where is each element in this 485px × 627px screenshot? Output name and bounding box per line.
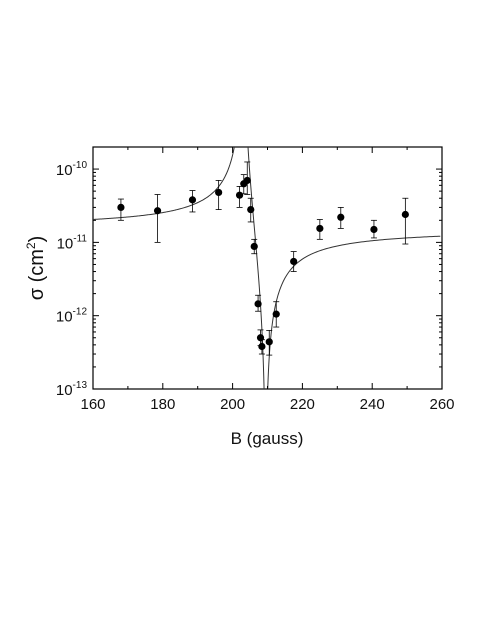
x-tick-label: 260: [429, 396, 454, 413]
y-axis-label-superscript: 2: [24, 242, 38, 249]
y-tick-label: 10-12: [56, 307, 88, 326]
data-point: [117, 203, 125, 212]
x-tick-label: 160: [80, 396, 105, 413]
x-tick-label: 180: [150, 396, 175, 413]
data-point: [188, 196, 197, 204]
data-point: [272, 310, 280, 318]
data-point-layer: [117, 176, 409, 351]
y-axis-label-suffix: ): [26, 236, 48, 243]
y-axis-label: σ (cm2): [24, 236, 48, 301]
data-point: [250, 242, 258, 251]
plot-frame: [92, 146, 443, 390]
data-point: [370, 225, 378, 234]
data-point: [256, 334, 265, 342]
fit-curve-middle-branch: [247, 147, 265, 389]
data-point: [254, 300, 262, 308]
data-point: [235, 191, 244, 199]
x-tick-label: 240: [360, 396, 385, 413]
y-tick-label: 10-10: [56, 160, 88, 179]
data-point: [290, 257, 298, 266]
data-point: [401, 210, 409, 219]
x-tick-label: 220: [290, 396, 315, 413]
y-axis-ticks: 10-13 10-12 10-11 10-10: [56, 146, 442, 399]
x-axis-ticks: 160 180 200 220 240 260: [80, 147, 455, 413]
data-point: [247, 205, 255, 214]
data-point: [243, 176, 251, 185]
data-point: [215, 188, 223, 197]
error-bar-layer: [117, 161, 409, 356]
y-tick-label: 10-13: [56, 380, 88, 399]
fit-curve-right-branch: [267, 235, 441, 389]
data-point: [153, 207, 162, 215]
data-point: [265, 338, 273, 346]
fit-curve-layer: [93, 147, 441, 389]
data-point: [337, 213, 345, 221]
fit-curve-left-branch: [93, 147, 235, 220]
y-axis-label-prefix: σ (cm: [26, 249, 48, 300]
y-tick-label: 10-11: [57, 233, 88, 252]
data-point: [316, 224, 324, 233]
data-point: [258, 342, 266, 351]
x-axis-label: B (gauss): [231, 429, 304, 448]
x-tick-label: 200: [220, 396, 245, 413]
